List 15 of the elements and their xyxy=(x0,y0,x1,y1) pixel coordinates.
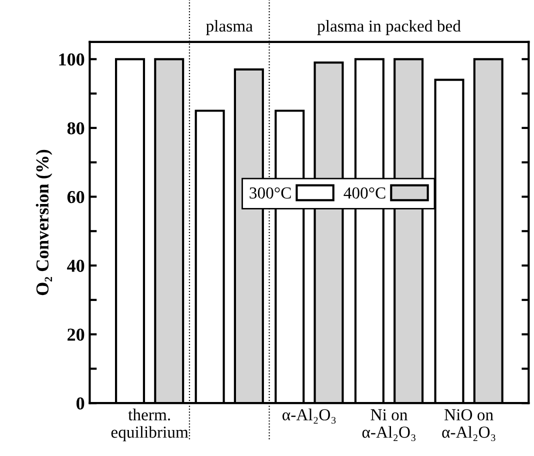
y-tick-label: 60 xyxy=(67,190,84,204)
legend-label: 400°C xyxy=(344,187,386,199)
y-tick-label: 80 xyxy=(67,122,84,134)
y-tick-label: 0 xyxy=(76,397,84,410)
legend-label: 300°C xyxy=(250,187,291,199)
x-tick-label: therm. equilibrium xyxy=(111,408,188,442)
y-tick-label: 40 xyxy=(67,260,84,272)
x-tick-label: α-Al₂O₃ xyxy=(282,408,336,424)
y-tick-label: 20 xyxy=(68,328,84,341)
y-tick-label: 100 xyxy=(59,53,84,66)
y-axis-title: O₂ Conversion (%) xyxy=(36,150,52,296)
text: plasma in packed bed xyxy=(317,20,461,36)
x-tick-label: Ni on α-Al₂O₃ xyxy=(362,409,416,442)
x-tick-label: NiO on α-Al₂O₃ xyxy=(442,409,496,442)
text: plasma xyxy=(206,20,253,36)
